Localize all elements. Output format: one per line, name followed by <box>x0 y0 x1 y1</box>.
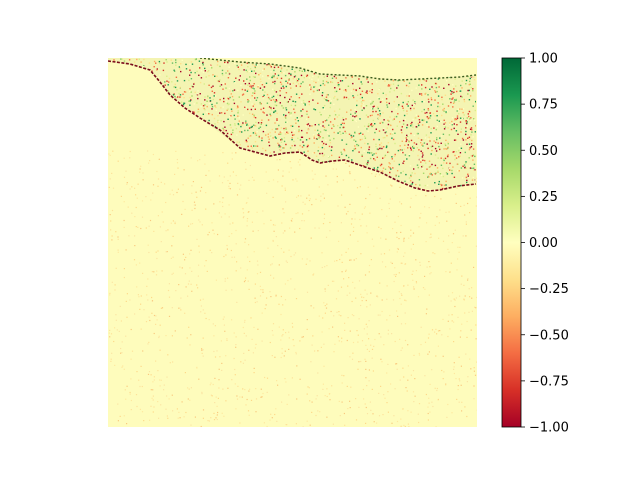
colorbar-gradient <box>501 57 522 428</box>
heatmap-image <box>108 58 477 427</box>
colorbar-tick-label: −1.00 <box>529 421 569 436</box>
heatmap-texture <box>108 150 477 427</box>
colorbar: −1.00 −0.75 −0.50 −0.25 0.00 0.25 0.50 0.75 1.00 <box>501 52 569 436</box>
colorbar-tick-label: 0.00 <box>529 236 558 251</box>
colorbar-tick-label: 0.75 <box>529 98 558 113</box>
heatmap-upper-boundary-line <box>108 60 477 192</box>
colorbar-tick-label: 0.50 <box>529 144 558 159</box>
heatmap-lower-boundary-line <box>199 58 477 81</box>
colorbar-tick-label: −0.25 <box>529 282 569 297</box>
colorbar-ticks: −1.00 −0.75 −0.50 −0.25 0.00 0.25 0.50 0.75 1.00 <box>521 52 569 436</box>
colorbar-tick-label: −0.50 <box>529 328 569 343</box>
colorbar-tick-label: 0.25 <box>529 190 558 205</box>
colorbar-tick-label: 1.00 <box>529 52 558 67</box>
colorbar-tick-label: −0.75 <box>529 374 569 389</box>
